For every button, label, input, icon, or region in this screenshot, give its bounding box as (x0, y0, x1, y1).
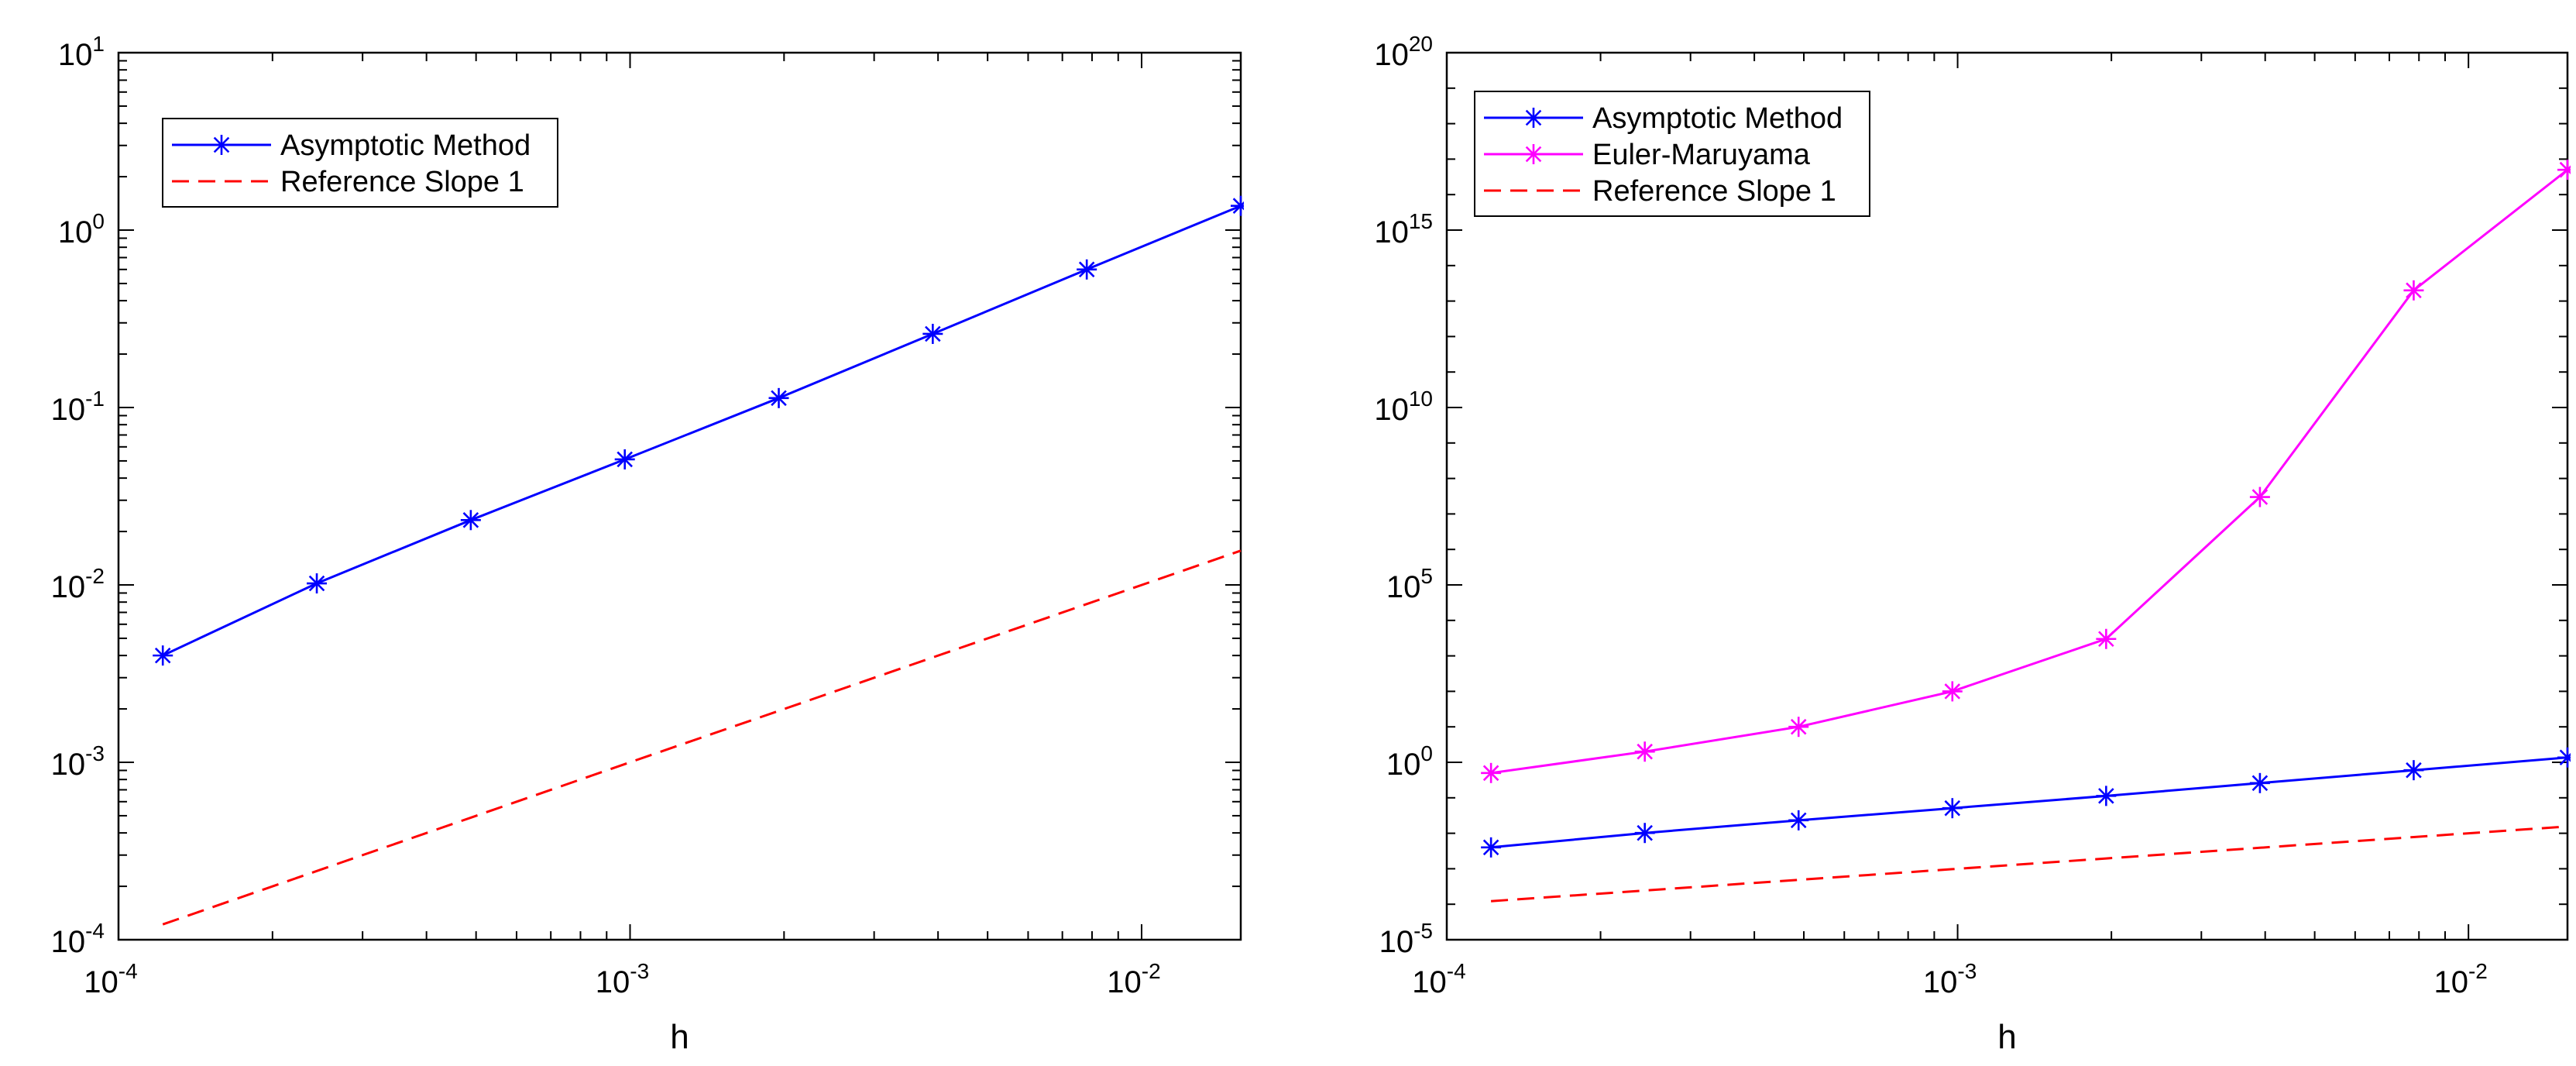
legend-label: Asymptotic Method (1592, 102, 1843, 135)
data-point-asymptotic-method (153, 645, 173, 666)
series-line-euler-maruyama (1490, 169, 2568, 775)
data-point-euler-maruyama (2557, 160, 2571, 181)
x-tick-label: 10-4 (1412, 959, 1465, 999)
y-tick-label: 10-1 (51, 387, 105, 427)
legend-marker (211, 135, 232, 155)
legend-box (162, 118, 558, 208)
y-tick-label: 10-2 (51, 564, 105, 604)
data-point-euler-maruyama (1634, 741, 1655, 762)
legend-label: Reference Slope 1 (280, 166, 524, 198)
legend-item: Reference Slope 1 (172, 166, 524, 198)
data-point-asymptotic-method (614, 449, 635, 469)
chart-2: 10-4 10-3 10-2 10-5 100 105 1010 1015 1020 h Asymp… (1374, 32, 2571, 1056)
data-point-asymptotic-method (2557, 747, 2571, 768)
y-tick-label: 10-5 (1379, 919, 1433, 959)
data-point-asymptotic-method (1231, 195, 1244, 216)
data-point-euler-maruyama (2403, 280, 2424, 301)
legend-item: Asymptotic Method (172, 129, 531, 162)
x-tick-label: 10-2 (1107, 959, 1160, 999)
legend-label: Reference Slope 1 (1592, 175, 1836, 208)
series-layer (1481, 160, 2571, 903)
data-point-euler-maruyama (2249, 487, 2270, 507)
legend-item: Euler-Maruyama (1484, 139, 1811, 171)
x-axis-label: h (1997, 1018, 2016, 1056)
data-point-asymptotic-method (922, 323, 943, 344)
legend-label: Euler-Maruyama (1592, 139, 1811, 171)
chart-1: 10-4 10-3 10-2 10-4 10-3 10-2 10-1 100 101 h Asymp… (51, 32, 1244, 1056)
data-point-asymptotic-method (307, 573, 328, 594)
data-point-asymptotic-method (1077, 259, 1097, 280)
y-tick-label: 101 (58, 32, 105, 72)
x-axis-label: h (670, 1018, 689, 1056)
data-point-euler-maruyama (1481, 762, 1502, 783)
y-tick-label: 10-4 (51, 919, 105, 959)
series-line-reference-slope-1 (1490, 825, 2568, 903)
y-tick-label: 105 (1386, 564, 1433, 604)
y-tick-label: 10-3 (51, 741, 105, 782)
y-tick-label: 100 (1386, 741, 1433, 782)
legend-marker (1523, 144, 1544, 164)
data-point-asymptotic-method (1942, 798, 1963, 819)
legend: Asymptotic Method Euler-Maruyama Reference… (1474, 91, 1870, 217)
data-point-asymptotic-method (2403, 760, 2424, 781)
data-point-euler-maruyama (1788, 717, 1809, 738)
legend-item: Asymptotic Method (1484, 102, 1843, 135)
legend-marker (1523, 108, 1544, 128)
y-tick-label: 1010 (1374, 387, 1433, 427)
legend-item: Reference Slope 1 (1484, 175, 1836, 208)
data-point-euler-maruyama (2096, 628, 2117, 649)
x-tick-label: 10-3 (596, 959, 649, 999)
y-tick-label: 100 (58, 209, 105, 249)
x-tick-label: 10-3 (1923, 959, 1977, 999)
series-layer (153, 195, 1244, 926)
data-point-asymptotic-method (1481, 837, 1502, 858)
x-tick-label: 10-2 (2433, 959, 2487, 999)
series-line-reference-slope-1 (162, 549, 1242, 926)
series-line-asymptotic-method (162, 205, 1242, 657)
data-point-asymptotic-method (1788, 810, 1809, 830)
legend: Asymptotic Method Reference Slope 1 (162, 118, 558, 208)
legend-label: Asymptotic Method (280, 129, 531, 162)
data-point-euler-maruyama (1942, 681, 1963, 702)
y-tick-label: 1015 (1374, 209, 1433, 249)
data-point-asymptotic-method (2096, 786, 2117, 806)
y-tick-label: 1020 (1374, 32, 1433, 72)
data-point-asymptotic-method (1634, 823, 1655, 844)
data-point-asymptotic-method (768, 387, 789, 408)
x-tick-label: 10-4 (84, 959, 137, 999)
data-point-asymptotic-method (2249, 772, 2270, 793)
series-line-asymptotic-method (1490, 756, 2568, 849)
data-point-asymptotic-method (460, 510, 481, 531)
